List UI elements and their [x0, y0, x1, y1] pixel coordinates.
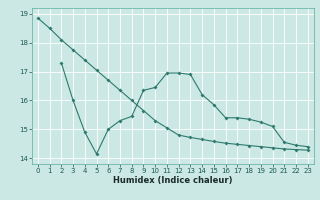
X-axis label: Humidex (Indice chaleur): Humidex (Indice chaleur) — [113, 176, 233, 185]
